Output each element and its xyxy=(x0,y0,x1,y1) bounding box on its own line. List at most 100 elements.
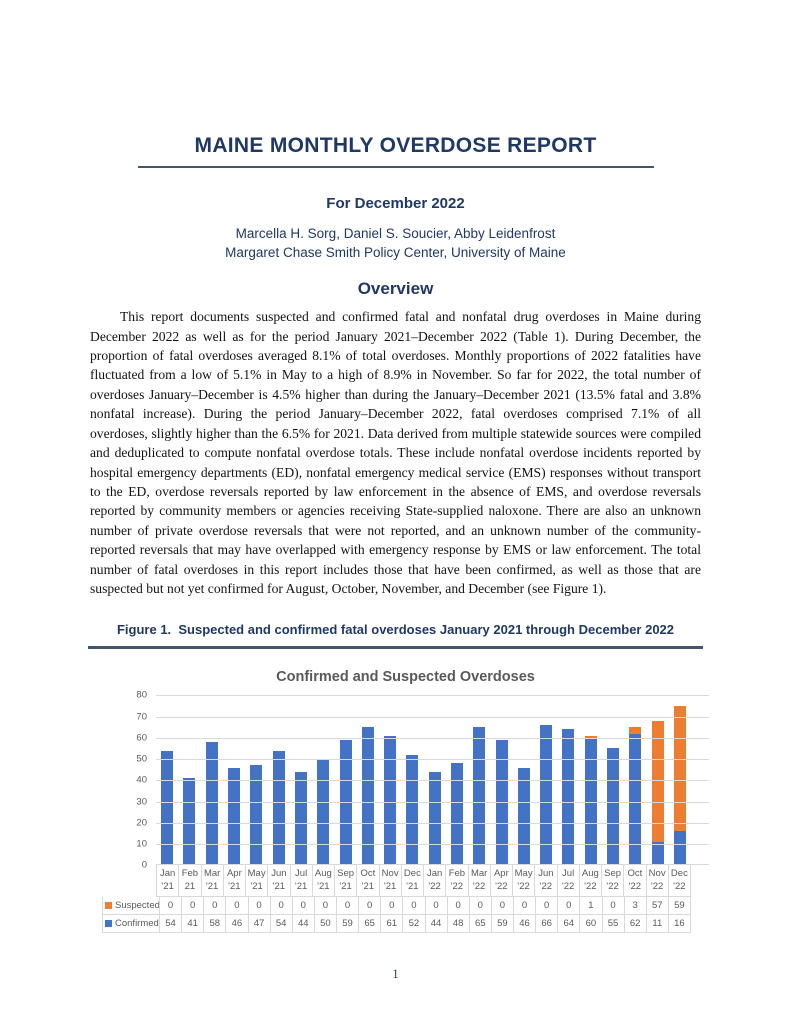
bar-column xyxy=(647,695,669,866)
x-axis-label: Dec '21 xyxy=(400,865,423,898)
x-axis-label-month: Feb xyxy=(448,868,466,880)
table-value-cell: 44 xyxy=(424,915,447,934)
x-axis-label: Mar '22 xyxy=(467,865,490,898)
legend-cell-confirmed: Confirmed xyxy=(102,915,159,934)
bar-column xyxy=(468,695,490,866)
x-axis-label-month: Mar xyxy=(470,868,488,880)
table-value-cell: 52 xyxy=(402,915,425,934)
table-value-cell: 44 xyxy=(291,915,314,934)
bar-segment-confirmed xyxy=(161,750,174,866)
bar-column xyxy=(357,695,379,866)
table-value-cell: 65 xyxy=(468,915,491,934)
x-axis-label-year: '21 xyxy=(272,880,286,892)
x-axis-label: Jun '22 xyxy=(534,865,557,898)
table-value-cell: 1 xyxy=(579,897,602,916)
bar-column xyxy=(312,695,334,866)
x-axis-label: Jan '21 xyxy=(156,865,179,898)
x-axis-label-month: Jul xyxy=(562,868,575,880)
chart-bars xyxy=(156,695,709,866)
x-axis-label: May '21 xyxy=(245,865,268,898)
table-value-cell: 16 xyxy=(667,915,690,934)
y-tick-label: 20 xyxy=(136,817,147,829)
x-axis-label-month: Apr xyxy=(493,868,509,880)
x-axis-label: Sep '22 xyxy=(601,865,624,898)
gridline xyxy=(156,780,709,782)
table-value-cell: 0 xyxy=(380,897,403,916)
bar-segment-suspected xyxy=(629,727,642,734)
table-value-cell: 50 xyxy=(313,915,336,934)
report-period-subtitle: For December 2022 xyxy=(326,195,465,212)
table-value-cell: 0 xyxy=(513,897,536,916)
authors-block: Marcella H. Sorg, Daniel S. Soucier, Abb… xyxy=(90,225,701,262)
table-value-cell: 0 xyxy=(269,897,292,916)
x-axis-end-spacer xyxy=(690,865,709,898)
bar-column xyxy=(513,695,535,866)
x-axis-label-year: '22 xyxy=(428,880,441,892)
x-axis-label-year: '21 xyxy=(205,880,219,892)
table-value-cell: 0 xyxy=(159,897,182,916)
figure1-caption: Figure 1. Suspected and confirmed fatal … xyxy=(116,622,675,638)
x-axis-label-month: Sep xyxy=(604,868,622,880)
chart-x-axis-labels: Jan '21 Feb 21 Mar '21 Apr '21 May '21 Jun '21 Jul '2… xyxy=(102,865,709,898)
x-axis-label-month: Oct xyxy=(627,868,643,880)
x-axis-label-year: '22 xyxy=(495,880,508,892)
bar-segment-confirmed xyxy=(317,759,330,866)
y-tick-label: 40 xyxy=(136,774,147,786)
x-axis-label-year: '22 xyxy=(606,880,619,892)
table-value-cell: 60 xyxy=(579,915,602,934)
bar-column xyxy=(669,695,691,866)
x-axis-label: Aug '21 xyxy=(311,865,334,898)
table-value-cell: 46 xyxy=(225,915,248,934)
x-axis-label-year: '22 xyxy=(517,880,530,892)
table-value-cell: 0 xyxy=(358,897,381,916)
table-value-cell: 0 xyxy=(313,897,336,916)
bar-column xyxy=(290,695,312,866)
table-value-cell: 0 xyxy=(181,897,204,916)
bar-segment-confirmed xyxy=(250,765,263,866)
bar-segment-suspected xyxy=(673,705,686,832)
x-axis-label: Sep '21 xyxy=(334,865,357,898)
x-axis-label-year: '21 xyxy=(361,880,375,892)
x-axis-label-month: Jan xyxy=(426,868,443,880)
gridline xyxy=(156,716,709,718)
bar-column xyxy=(267,695,289,866)
x-axis-label-year: '21 xyxy=(339,880,352,892)
chart-title: Confirmed and Suspected Overdoses xyxy=(276,669,535,686)
table-value-cell: 59 xyxy=(667,897,690,916)
y-tick-label: 70 xyxy=(136,711,147,723)
table-value-cell: 11 xyxy=(645,915,668,934)
x-axis-label: Jun '21 xyxy=(267,865,290,898)
table-value-cell: 65 xyxy=(358,915,381,934)
legend-swatch-confirmed xyxy=(105,920,112,928)
x-axis-label-year: 21 xyxy=(184,880,196,892)
table-value-cell: 0 xyxy=(446,897,469,916)
bar-column xyxy=(535,695,557,866)
bar-column xyxy=(401,695,423,866)
table-value-cell: 0 xyxy=(535,897,558,916)
bar-segment-confirmed xyxy=(294,771,307,866)
x-axis-label: Aug '22 xyxy=(578,865,601,898)
x-axis-label-year: '21 xyxy=(228,880,241,892)
x-axis-label-month: Apr xyxy=(226,868,242,880)
x-axis-label: Oct '22 xyxy=(623,865,646,898)
table-value-cell: 0 xyxy=(247,897,270,916)
page-number: 1 xyxy=(392,967,399,981)
x-axis-label-month: May xyxy=(514,868,533,880)
x-axis-label-month: Dec xyxy=(403,868,421,880)
bar-column xyxy=(490,695,512,866)
authors-line: Marcella H. Sorg, Daniel S. Soucier, Abb… xyxy=(235,226,556,241)
x-axis-label-year: '22 xyxy=(472,880,486,892)
table-value-cell: 0 xyxy=(336,897,359,916)
x-axis-label-month: Aug xyxy=(581,868,599,880)
x-axis-label-month: Mar xyxy=(203,868,221,880)
data-table-row: Confirmed 54 41 58 46 47 54 44 50 59 65 61 52 44 48 65 5… xyxy=(102,915,709,934)
page-content: MAINE MONTHLY OVERDOSE REPORT For Decemb… xyxy=(88,134,709,934)
x-axis-label-month: Dec xyxy=(670,868,688,880)
table-value-cell: 0 xyxy=(557,897,580,916)
table-value-cell: 55 xyxy=(601,915,624,934)
x-axis-label: Jan '22 xyxy=(423,865,446,898)
table-value-cell: 0 xyxy=(402,897,425,916)
bar-segment-confirmed xyxy=(607,748,620,866)
x-axis-label: Apr '21 xyxy=(222,865,245,898)
